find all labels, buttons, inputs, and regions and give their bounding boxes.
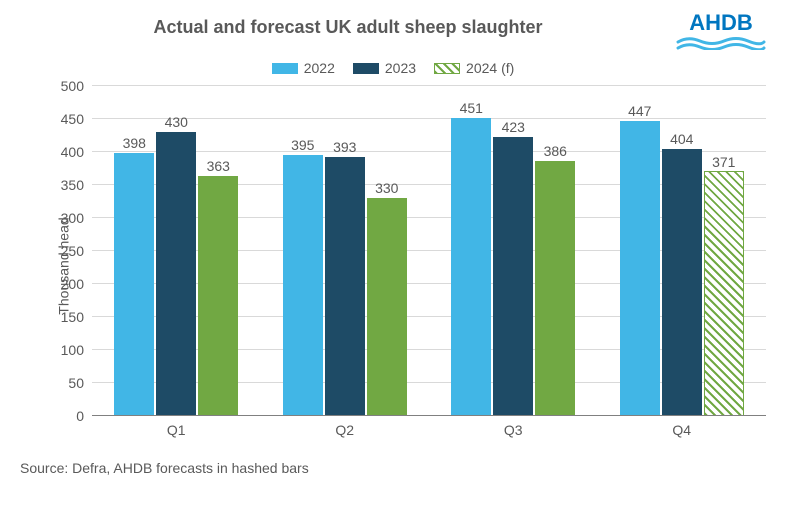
legend-item: 2022 (272, 60, 335, 76)
bar-data-label: 363 (207, 158, 230, 176)
y-tick-label: 500 (61, 78, 92, 94)
bar: 330 (367, 198, 407, 416)
bar-data-label: 393 (333, 139, 356, 157)
legend-label: 2022 (304, 60, 335, 76)
bar: 451 (451, 118, 491, 416)
legend-swatch (272, 63, 298, 74)
bar: 371 (704, 171, 744, 416)
bar-data-label: 395 (291, 137, 314, 155)
bar: 447 (620, 121, 660, 416)
y-tick-label: 400 (61, 144, 92, 160)
source-text: Source: Defra, AHDB forecasts in hashed … (20, 460, 766, 476)
y-tick-label: 50 (68, 375, 92, 391)
y-tick-label: 0 (76, 408, 92, 424)
bar: 393 (325, 157, 365, 416)
legend-label: 2024 (f) (466, 60, 514, 76)
x-tick-label: Q4 (598, 416, 767, 446)
bar-data-label: 330 (375, 180, 398, 198)
bar-group: 447404371 (598, 86, 767, 416)
legend-item: 2024 (f) (434, 60, 514, 76)
x-axis: Q1Q2Q3Q4 (92, 416, 766, 446)
bar: 363 (198, 176, 238, 416)
bar-data-label: 423 (502, 119, 525, 137)
chart-area: Thousand head 05010015020025030035040045… (20, 86, 766, 446)
y-tick-label: 350 (61, 177, 92, 193)
logo-text: AHDB (689, 10, 753, 35)
bar: 395 (283, 155, 323, 416)
y-tick-label: 200 (61, 276, 92, 292)
bar-data-label: 371 (712, 154, 735, 172)
bar-group: 395393330 (261, 86, 430, 416)
x-tick-label: Q3 (429, 416, 598, 446)
bar-data-label: 451 (460, 100, 483, 118)
bar: 386 (535, 161, 575, 416)
legend-swatch (434, 63, 460, 74)
plot-area: 050100150200250300350400450500 398430363… (92, 86, 766, 446)
logo-waves-icon (676, 36, 766, 50)
y-tick-label: 250 (61, 243, 92, 259)
bar-data-label: 404 (670, 131, 693, 149)
y-tick-label: 450 (61, 111, 92, 127)
bar-data-label: 447 (628, 103, 651, 121)
bar-group: 451423386 (429, 86, 598, 416)
legend: 2022 2023 2024 (f) (20, 60, 766, 76)
bar: 430 (156, 132, 196, 416)
ahdb-logo: AHDB (676, 12, 766, 50)
x-tick-label: Q2 (261, 416, 430, 446)
chart-title: Actual and forecast UK adult sheep slaug… (20, 12, 676, 38)
bar: 423 (493, 137, 533, 416)
bar: 404 (662, 149, 702, 416)
x-tick-label: Q1 (92, 416, 261, 446)
bar-data-label: 398 (123, 135, 146, 153)
bar-groups: 398430363395393330451423386447404371 (92, 86, 766, 416)
y-tick-label: 100 (61, 342, 92, 358)
bar-data-label: 430 (165, 114, 188, 132)
y-axis-label: Thousand head (56, 217, 72, 314)
bar: 398 (114, 153, 154, 416)
y-tick-label: 300 (61, 210, 92, 226)
legend-item: 2023 (353, 60, 416, 76)
y-tick-label: 150 (61, 309, 92, 325)
legend-swatch (353, 63, 379, 74)
bar-data-label: 386 (544, 143, 567, 161)
bar-group: 398430363 (92, 86, 261, 416)
legend-label: 2023 (385, 60, 416, 76)
